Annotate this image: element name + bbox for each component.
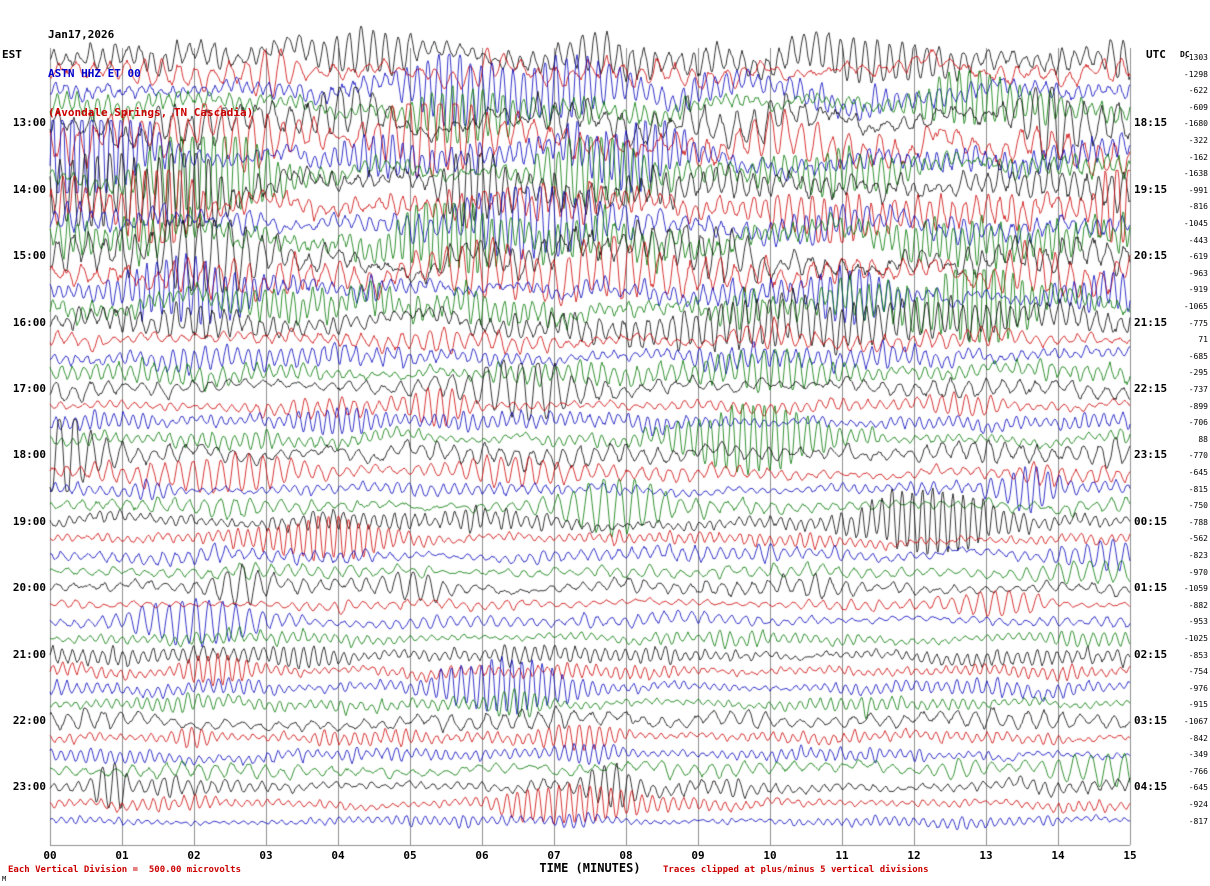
dc-offset-value: -766 <box>1188 766 1208 776</box>
dc-offset-value: -842 <box>1188 733 1208 743</box>
dc-offset-value: -645 <box>1188 783 1208 793</box>
utc-hour-label: 18:15 <box>1134 116 1168 130</box>
dc-offset-value: -882 <box>1188 600 1208 610</box>
minute-tick-label: 06 <box>475 849 489 862</box>
dc-offset-value: -963 <box>1188 268 1208 278</box>
dc-offset-value: -991 <box>1188 185 1208 195</box>
dc-offset-value: -1067 <box>1183 717 1208 726</box>
minute-tick-label: 13 <box>979 849 993 862</box>
minute-tick-label: 02 <box>187 849 201 862</box>
est-hour-label: 20:00 <box>12 581 46 595</box>
dc-offset-value: 88 <box>1198 434 1208 444</box>
dc-offset-value: -953 <box>1188 617 1208 627</box>
dc-offset-value: -349 <box>1188 750 1208 760</box>
dc-offset-value: -1059 <box>1183 584 1208 594</box>
minute-tick-label: 07 <box>547 849 561 862</box>
dc-offset-value: -924 <box>1188 800 1208 809</box>
dc-offset-value: -775 <box>1188 318 1208 328</box>
right-axis-title-utc: UTC <box>1146 48 1166 61</box>
utc-hour-label: 03:15 <box>1134 714 1168 727</box>
est-hour-label: 22:00 <box>12 714 46 727</box>
dc-offset-value: -970 <box>1188 567 1208 577</box>
dc-offset-value: -1065 <box>1183 302 1208 311</box>
corner-mark: M <box>2 875 7 883</box>
dc-offset-value: -737 <box>1188 385 1208 394</box>
minute-tick-label: 11 <box>835 849 849 862</box>
est-hour-label: 18:00 <box>12 448 46 462</box>
minute-tick-label: 14 <box>1051 849 1065 862</box>
minute-tick-label: 12 <box>907 849 921 862</box>
x-axis-label: TIME (MINUTES) <box>539 861 641 875</box>
utc-hour-label: 22:15 <box>1134 382 1168 395</box>
minute-tick-label: 00 <box>43 849 57 862</box>
dc-offset-value: -788 <box>1188 517 1208 527</box>
dc-offset-value: -609 <box>1188 102 1208 112</box>
dc-offset-value: -322 <box>1188 136 1208 145</box>
dc-offset-value: -823 <box>1188 551 1208 560</box>
header-block: Jan17,2026 ASTN HHZ ET 00 (Avondale Spri… <box>48 2 253 145</box>
est-hour-label: 19:00 <box>12 514 46 528</box>
dc-offset-value: -562 <box>1188 534 1208 544</box>
dc-offset-value: -754 <box>1188 667 1208 677</box>
minute-tick-label: 03 <box>259 849 273 862</box>
minute-tick-label: 01 <box>115 849 129 862</box>
minute-tick-label: 15 <box>1123 849 1137 862</box>
est-hour-label: 21:00 <box>12 647 46 661</box>
utc-hour-label: 23:15 <box>1134 448 1168 462</box>
dc-offset-value: -750 <box>1188 501 1208 511</box>
est-hour-label: 14:00 <box>12 182 46 196</box>
utc-hour-label: 00:15 <box>1134 514 1168 528</box>
header-station-code: ASTN HHZ ET 00 <box>48 67 141 80</box>
dc-offset-value: -919 <box>1188 285 1208 295</box>
utc-hour-label: 01:15 <box>1134 581 1168 595</box>
dc-offset-value: -976 <box>1188 683 1208 693</box>
minute-tick-label: 04 <box>331 849 345 862</box>
est-hour-label: 23:00 <box>12 780 46 794</box>
dc-offset-value: -622 <box>1188 86 1208 96</box>
dc-offset-value: -817 <box>1188 816 1208 826</box>
dc-offset-value: -685 <box>1188 351 1208 361</box>
dc-offset-value: -706 <box>1188 418 1208 428</box>
vertical-division-scale-note: Each Vertical Division = 500.00 microvol… <box>8 865 241 875</box>
minute-tick-label: 09 <box>691 849 705 862</box>
dc-offset-value: -443 <box>1188 235 1208 245</box>
utc-hour-label: 02:15 <box>1134 647 1168 661</box>
minute-tick-label: 10 <box>763 849 777 862</box>
dc-offset-value: -915 <box>1188 700 1208 710</box>
minute-tick-label: 05 <box>403 849 417 862</box>
dc-offset-value: -816 <box>1188 202 1208 212</box>
dc-offset-value: -1303 <box>1183 53 1208 62</box>
dc-offset-value: -1298 <box>1183 69 1208 79</box>
utc-hour-label: 04:15 <box>1134 780 1168 794</box>
utc-hour-label: 21:15 <box>1134 315 1168 329</box>
dc-offset-value: -1638 <box>1183 169 1208 179</box>
minute-tick-label: 08 <box>619 849 633 862</box>
dc-column-title: DC <box>1180 50 1190 59</box>
dc-offset-value: -1045 <box>1183 219 1208 228</box>
est-hour-label: 15:00 <box>12 249 46 263</box>
dc-offset-value: -815 <box>1188 484 1208 494</box>
est-hour-label: 13:00 <box>12 116 46 130</box>
left-axis-title-est: EST <box>2 48 22 61</box>
dc-offset-value: -645 <box>1188 468 1208 477</box>
dc-offset-value: -770 <box>1188 451 1208 461</box>
trace-clip-note: Traces clipped at plus/minus 5 vertical … <box>663 865 929 875</box>
utc-hour-label: 19:15 <box>1134 182 1168 196</box>
header-station-location: (Avondale Springs, TN Cascadia) <box>48 106 254 119</box>
dc-offset-value: -619 <box>1188 252 1208 262</box>
dc-offset-value: -295 <box>1188 368 1208 378</box>
dc-offset-value: -1025 <box>1183 634 1208 643</box>
est-hour-label: 16:00 <box>12 315 46 329</box>
dc-offset-value: 71 <box>1198 335 1208 345</box>
dc-offset-value: -162 <box>1188 152 1208 162</box>
dc-offset-value: -899 <box>1188 401 1208 411</box>
dc-offset-value: -1680 <box>1183 119 1208 129</box>
est-hour-label: 17:00 <box>12 382 46 395</box>
header-date: Jan17,2026 <box>48 28 115 41</box>
utc-hour-label: 20:15 <box>1134 249 1168 263</box>
dc-offset-value: -853 <box>1188 650 1208 660</box>
